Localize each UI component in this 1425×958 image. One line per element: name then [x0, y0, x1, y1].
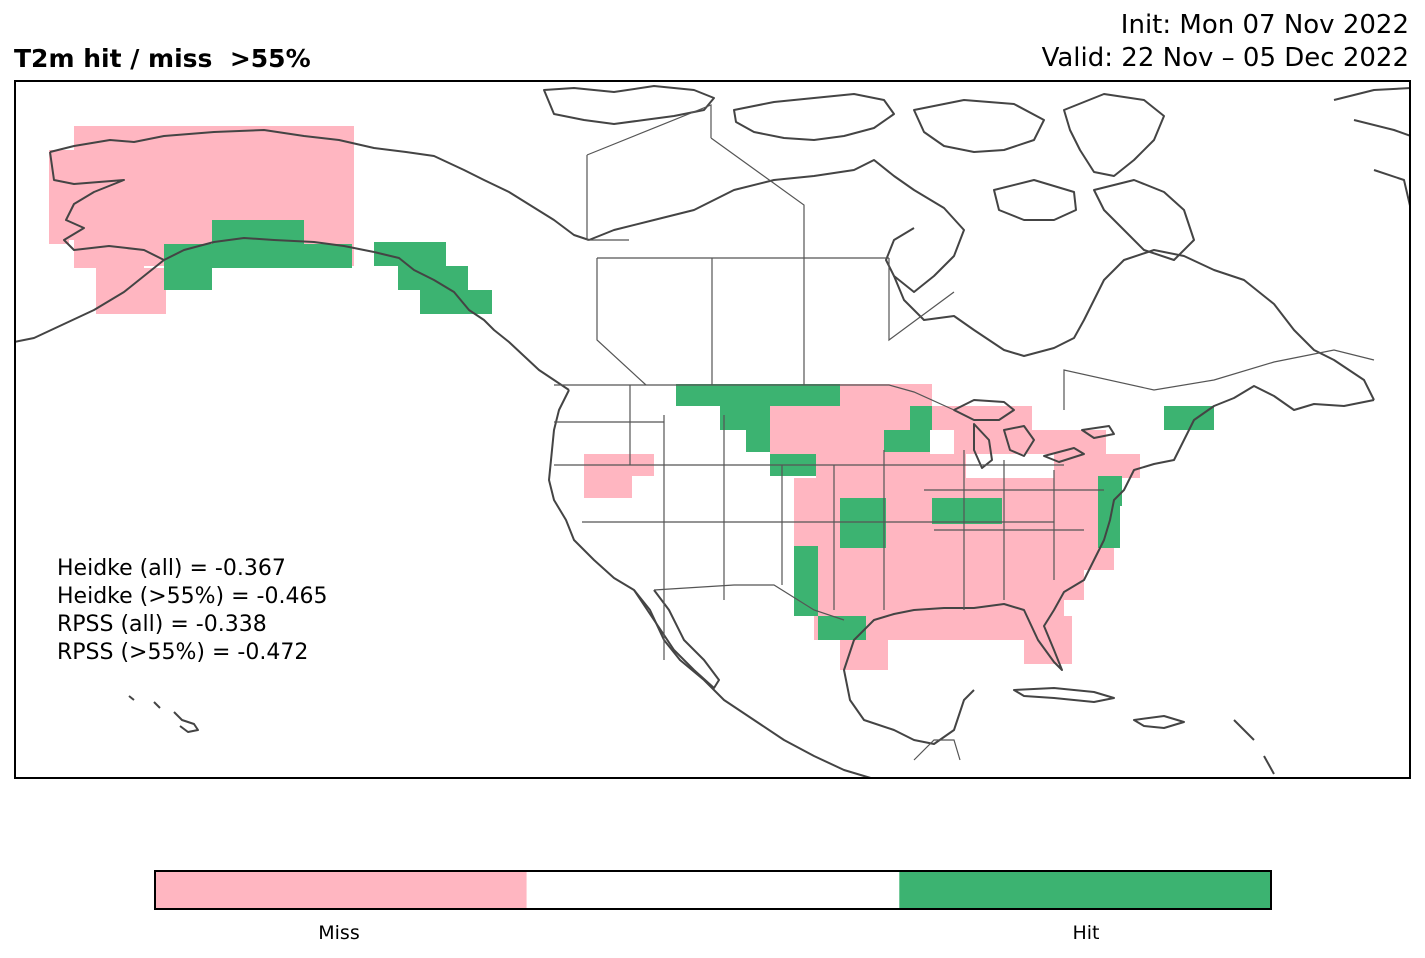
map-panel: [14, 80, 1411, 779]
miss-cell: [816, 454, 966, 478]
rpss-all: RPSS (all) = -0.338: [57, 612, 267, 637]
miss-label: Miss: [318, 922, 360, 944]
miss-cell: [932, 406, 1032, 430]
miss-cell: [49, 220, 69, 244]
miss-cell: [794, 570, 1084, 600]
hit-label: Hit: [1072, 922, 1100, 944]
heidke-55: Heidke (>55%) = -0.465: [57, 584, 328, 609]
miss-cell: [584, 476, 632, 498]
coastlines: [14, 85, 1411, 779]
skill-scores: Heidke (all) = -0.367 Heidke (>55%) = -0…: [57, 555, 327, 667]
hit-cell: [884, 430, 930, 452]
hit-cell: [840, 498, 886, 548]
hit-cell: [1098, 506, 1120, 548]
map-title: T2m hit / miss >55%: [14, 44, 311, 73]
valid-period: Valid: 22 Nov – 05 Dec 2022: [1041, 43, 1409, 73]
miss-cell: [74, 244, 144, 268]
init-date: Init: Mon 07 Nov 2022: [1120, 10, 1409, 40]
hit-cell: [746, 430, 770, 452]
miss-cell: [954, 430, 1074, 454]
hit-cell: [910, 406, 932, 430]
miss-cell: [1054, 454, 1140, 478]
hit-cell: [398, 266, 468, 290]
miss-cell: [840, 384, 932, 408]
hit-cell: [676, 384, 884, 406]
hit-cell: [1164, 406, 1214, 430]
hit-cell: [1098, 476, 1122, 506]
hit-cell: [932, 498, 1002, 524]
colorbar-hit-segment: [899, 870, 1272, 910]
colorbar-miss-segment: [154, 870, 527, 910]
heidke-all: Heidke (all) = -0.367: [57, 556, 286, 581]
miss-cell: [840, 640, 888, 670]
hit-cell: [164, 268, 212, 290]
colorbar: [154, 870, 1272, 910]
miss-cell: [1024, 616, 1072, 664]
rpss-55: RPSS (>55%) = -0.472: [57, 640, 309, 665]
colorbar-neutral-segment: [526, 870, 900, 910]
political-borders: [554, 104, 1375, 761]
miss-cell: [96, 268, 166, 314]
